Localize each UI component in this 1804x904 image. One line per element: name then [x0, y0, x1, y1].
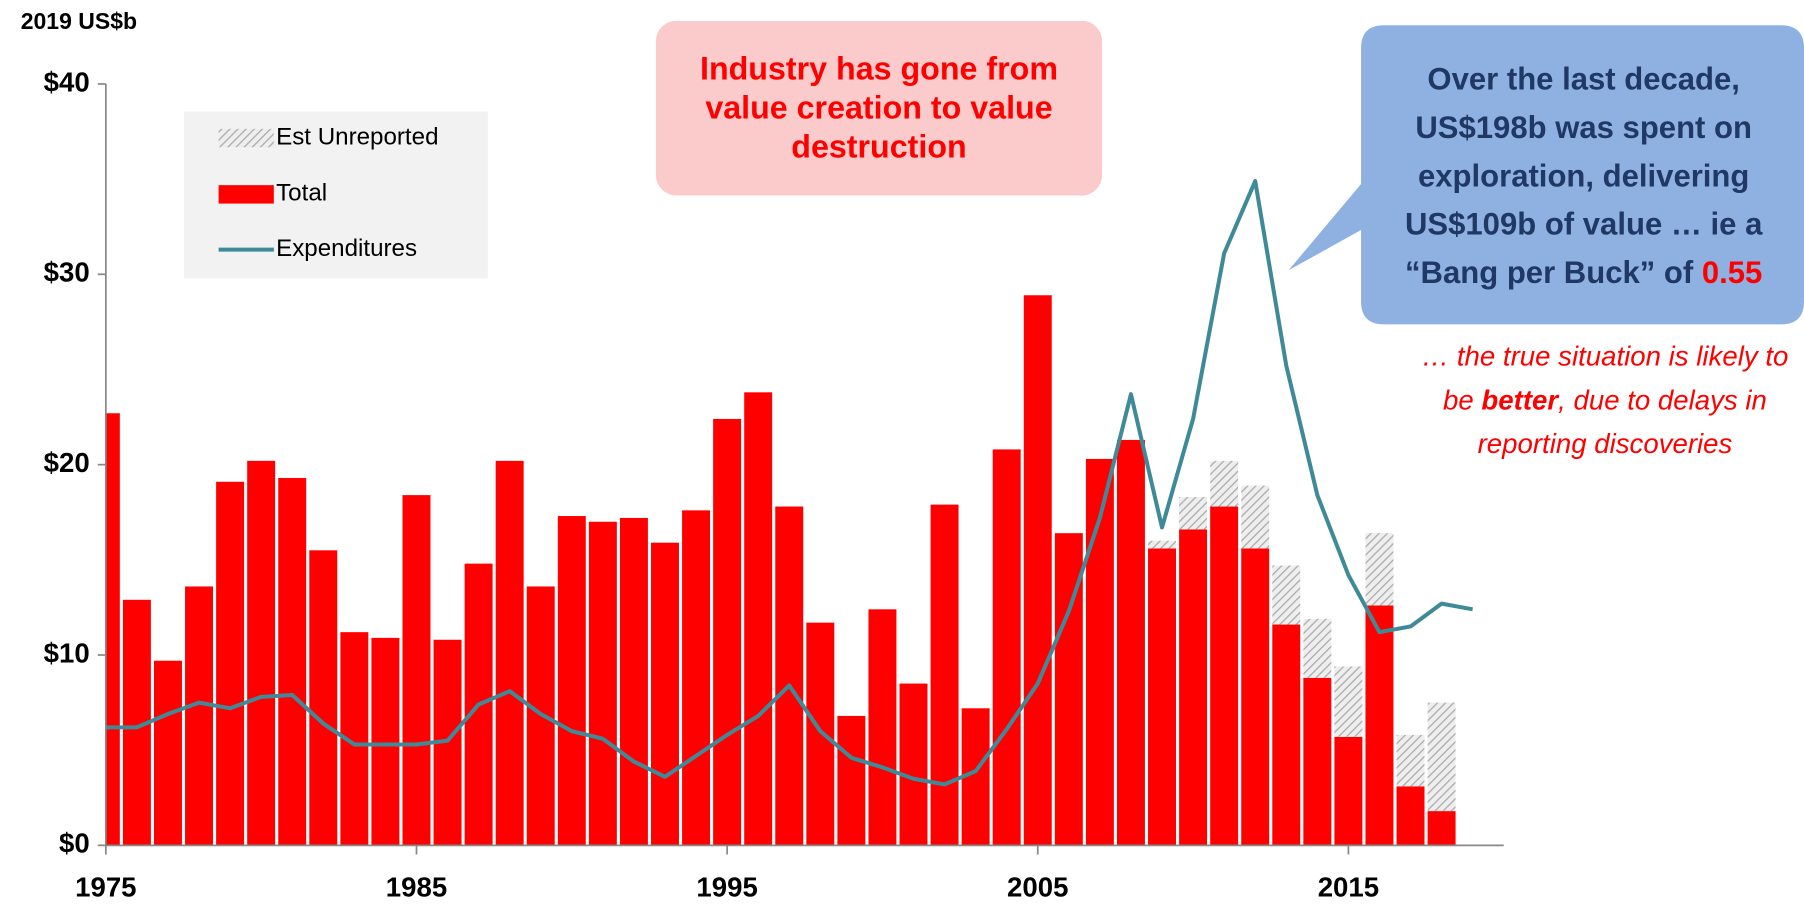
bar	[185, 586, 214, 846]
bar-unreported	[1365, 533, 1394, 606]
x-tick-label: 1975	[75, 871, 136, 902]
bar	[651, 542, 679, 846]
bar	[1148, 548, 1176, 846]
bar	[930, 504, 959, 846]
bar	[1303, 677, 1332, 846]
bar-unreported	[1210, 460, 1239, 507]
x-tick-label: 1995	[696, 871, 757, 902]
bar	[1023, 295, 1052, 846]
bar	[619, 517, 648, 846]
bar	[837, 715, 866, 846]
legend-label: Total	[276, 180, 327, 207]
bar	[1179, 529, 1208, 846]
bar	[775, 506, 804, 846]
bar-unreported	[1427, 702, 1456, 812]
legend-swatch	[218, 185, 274, 204]
bar	[713, 418, 742, 846]
bar	[402, 495, 431, 846]
bar	[247, 460, 276, 846]
bar-unreported	[1396, 734, 1425, 787]
bar	[588, 521, 617, 846]
bar	[1334, 736, 1363, 846]
annotation: Industry has gone from value creation to…	[699, 50, 1058, 165]
note: … the true situation is likely to be bet…	[1421, 341, 1789, 461]
bar-unreported	[1303, 618, 1332, 678]
bar	[371, 637, 400, 846]
bar	[868, 609, 897, 846]
bar-unreported	[1272, 565, 1301, 625]
annotation: , due to delays in reporting discoveries	[1477, 385, 1767, 461]
line	[105, 179, 1474, 787]
bar	[495, 460, 524, 846]
legend-swatch	[218, 128, 274, 148]
annotation-emphasis: better	[1481, 385, 1559, 417]
y-axis-label: 2019 US$b	[21, 8, 137, 34]
bar	[682, 510, 711, 846]
annotation: Over the last decade, US$198b was spent …	[1404, 62, 1763, 290]
bar-unreported	[1241, 485, 1270, 549]
callout-pink: Industry has gone from value creation to…	[655, 20, 1103, 196]
bar	[806, 622, 835, 846]
y-tick-label: $30	[44, 257, 90, 288]
bar	[899, 683, 928, 846]
x-tick-label: 2015	[1318, 871, 1379, 902]
bar	[309, 550, 338, 846]
x-tick-label: 1985	[386, 871, 447, 902]
annotation-highlight: 0.55	[1701, 255, 1763, 290]
bar	[557, 516, 586, 846]
bar	[1241, 548, 1270, 846]
annotation: … the true situation is likely to be	[1421, 341, 1789, 417]
bar	[105, 413, 120, 846]
bar	[153, 660, 182, 846]
bar	[1116, 439, 1145, 846]
legend-label: Expenditures	[276, 235, 417, 262]
y-tick-label: $0	[59, 828, 90, 859]
y-tick-label: $40	[44, 66, 90, 97]
bar	[992, 449, 1021, 846]
callout-blue: Over the last decade, US$198b was spent …	[1404, 62, 1763, 290]
bar-unreported	[1334, 666, 1363, 737]
bar	[1427, 811, 1456, 846]
bar	[1272, 624, 1301, 846]
bar	[1365, 605, 1394, 846]
bar	[278, 477, 307, 846]
bar	[744, 392, 773, 846]
bar	[1210, 506, 1239, 846]
legend-label: Est Unreported	[276, 123, 438, 150]
bar	[216, 481, 245, 846]
bar-unreported	[1179, 497, 1208, 530]
callout-blue-shape	[1288, 25, 1804, 325]
bar	[1396, 786, 1425, 846]
x-tick-label: 2005	[1007, 871, 1068, 902]
bar-unreported	[1148, 540, 1176, 549]
y-tick-label: $10	[44, 637, 90, 668]
y-tick-label: $20	[44, 447, 90, 478]
